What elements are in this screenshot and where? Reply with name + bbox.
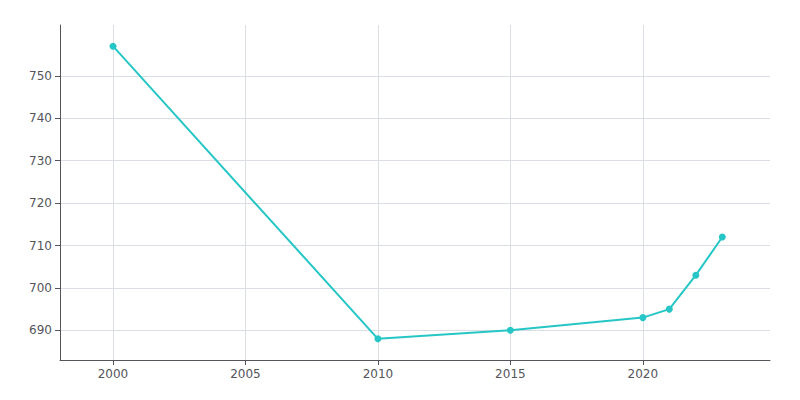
svg-text:2015: 2015 [495, 367, 526, 381]
svg-text:700: 700 [29, 281, 52, 295]
svg-text:2020: 2020 [628, 367, 659, 381]
svg-text:740: 740 [29, 111, 52, 125]
svg-text:730: 730 [29, 154, 52, 168]
svg-text:690: 690 [29, 323, 52, 337]
svg-text:2000: 2000 [98, 367, 129, 381]
svg-text:750: 750 [29, 69, 52, 83]
svg-text:720: 720 [29, 196, 52, 210]
svg-text:2010: 2010 [363, 367, 394, 381]
svg-text:710: 710 [29, 239, 52, 253]
svg-text:2005: 2005 [230, 367, 261, 381]
